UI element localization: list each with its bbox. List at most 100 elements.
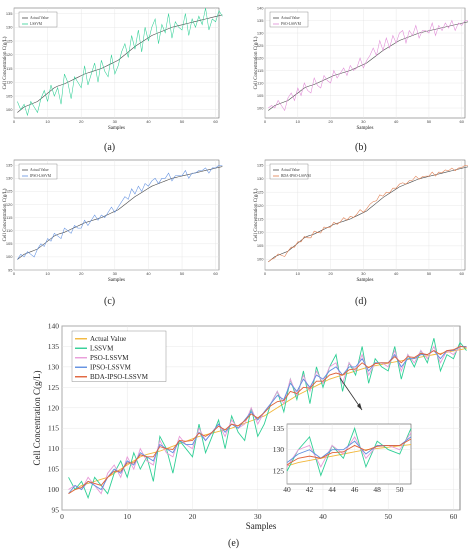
y-tick-label: 120 — [257, 203, 264, 208]
x-tick-label: 10 — [123, 512, 131, 521]
y-axis-label: Cell Concentration C(g/L) — [3, 188, 8, 241]
series-line-actual-value — [268, 21, 468, 111]
x-tick-label: 10 — [296, 271, 301, 276]
legend-label: PSO-LSSVM — [281, 22, 302, 26]
y-axis-label: Cell Concentration C(g/L) — [32, 371, 42, 466]
series-line-lssvm — [17, 7, 223, 117]
x-tick-label: 60 — [213, 119, 218, 124]
x-tick-label: 30 — [113, 119, 118, 124]
x-tick-label: 10 — [296, 119, 301, 124]
x-tick-label: 30 — [113, 271, 118, 276]
x-tick-label: 40 — [394, 271, 399, 276]
x-tick-label: 10 — [45, 271, 50, 276]
inset-series-line — [286, 426, 412, 477]
legend-box — [18, 163, 58, 180]
y-tick-label: 105 — [48, 465, 60, 474]
series-line-pso-lssvm — [268, 19, 468, 112]
y-tick-label: 110 — [6, 228, 13, 233]
x-tick-label: 20 — [79, 271, 84, 276]
y-tick-label: 100 — [48, 485, 60, 494]
legend-label: BDA-IPSO-LSSVM — [90, 373, 149, 381]
inset-y-tick-label: 135 — [273, 424, 285, 433]
x-tick-label: 50 — [427, 271, 432, 276]
x-tick-label: 20 — [328, 271, 333, 276]
legend-box — [269, 11, 309, 28]
legend-box — [18, 11, 58, 28]
x-tick-label: 0 — [264, 119, 267, 124]
y-tick-label: 135 — [257, 163, 264, 168]
y-tick-label: 130 — [257, 30, 264, 35]
legend-label: Actual Value — [281, 16, 300, 20]
inset-x-tick-label: 42 — [306, 485, 314, 494]
chart-e: 0 10 20 30 40 50 60 95 100 105 110 115 120 125 130 135 1… — [32, 322, 467, 531]
x-axis-label: Samples — [357, 278, 374, 283]
y-tick-label: 130 — [6, 25, 13, 30]
series-line-ipso-lssvm — [17, 164, 223, 260]
y-tick-label: 125 — [6, 38, 13, 43]
inset-x-tick-label: 46 — [351, 485, 359, 494]
x-tick-label: 30 — [361, 119, 366, 124]
inset-zoom: 40 42 44 46 48 50 125 130 135 — [273, 377, 412, 494]
y-tick-label: 100 — [257, 105, 264, 110]
caption-a: (a) — [104, 142, 116, 153]
x-tick-label: 40 — [319, 512, 327, 521]
x-tick-label: 60 — [459, 119, 464, 124]
series-line-lssvm — [68, 338, 467, 500]
y-axis-label: Cell Concentration C(g/L) — [254, 188, 259, 241]
y-tick-label: 115 — [6, 215, 13, 220]
y-tick-label: 100 — [6, 107, 13, 112]
y-tick-label: 110 — [6, 80, 13, 85]
y-tick-label: 100 — [6, 254, 13, 259]
legend-label: Actual Value — [30, 16, 49, 20]
y-axis-label: Cell Concentration C(g/L) — [254, 36, 259, 89]
inset-x-tick-label: 40 — [283, 485, 291, 494]
y-tick-label: 115 — [257, 216, 264, 221]
y-tick-label: 95 — [52, 506, 60, 515]
inset-y-tick-label: 130 — [273, 445, 285, 454]
y-tick-label: 135 — [6, 11, 13, 16]
legend-label: PSO-LSSVM — [90, 354, 129, 362]
chart-c: 0 10 20 30 40 50 60 95 100 105 110 115 120 125 130 135 S… — [3, 159, 223, 283]
y-tick-label: 135 — [6, 163, 13, 168]
legend-box — [71, 330, 167, 382]
y-tick-label: 105 — [6, 241, 13, 246]
x-tick-label: 20 — [328, 119, 333, 124]
chart-a: 0 10 20 30 40 50 60 100 105 110 115 120 125 130 135 Sam… — [3, 7, 223, 131]
inset-frame — [286, 423, 412, 485]
series-line-actual-value — [17, 166, 223, 260]
y-tick-label: 95 — [8, 267, 13, 272]
y-tick-label: 120 — [6, 52, 13, 57]
y-tick-label: 125 — [6, 189, 13, 194]
legend-label: IPSO-LSSVM — [30, 174, 52, 178]
x-tick-label: 50 — [180, 271, 185, 276]
y-tick-label: 130 — [48, 362, 60, 371]
y-tick-label: 135 — [48, 342, 60, 351]
chart-b: 0 10 20 30 40 50 60 100 105 110 115 120 125 130 135 140… — [254, 5, 468, 131]
inset-series-line — [286, 438, 412, 466]
x-tick-label: 0 — [13, 119, 16, 124]
x-tick-label: 0 — [13, 271, 16, 276]
x-tick-label: 50 — [427, 119, 432, 124]
inset-x-tick-label: 44 — [328, 485, 336, 494]
caption-d: (d) — [355, 296, 367, 307]
inset-y-tick-label: 125 — [273, 467, 285, 476]
y-tick-label: 115 — [6, 66, 13, 71]
legend-label: IPSO-LSSVM — [90, 364, 132, 372]
y-tick-label: 100 — [257, 257, 264, 262]
caption-b: (b) — [355, 142, 367, 153]
x-tick-label: 0 — [60, 512, 64, 521]
y-tick-label: 135 — [257, 18, 264, 23]
y-tick-label: 125 — [48, 383, 60, 392]
x-tick-label: 60 — [450, 512, 458, 521]
zoom-arrow-head — [357, 403, 362, 410]
y-tick-label: 105 — [257, 243, 264, 248]
legend-label: Actual Value — [30, 168, 49, 172]
y-tick-label: 110 — [48, 444, 59, 453]
y-tick-label: 105 — [257, 93, 264, 98]
y-tick-label: 120 — [6, 202, 13, 207]
y-tick-label: 110 — [257, 230, 264, 235]
x-tick-label: 60 — [459, 271, 464, 276]
series-line-actual-value — [268, 166, 468, 263]
x-tick-label: 50 — [180, 119, 185, 124]
